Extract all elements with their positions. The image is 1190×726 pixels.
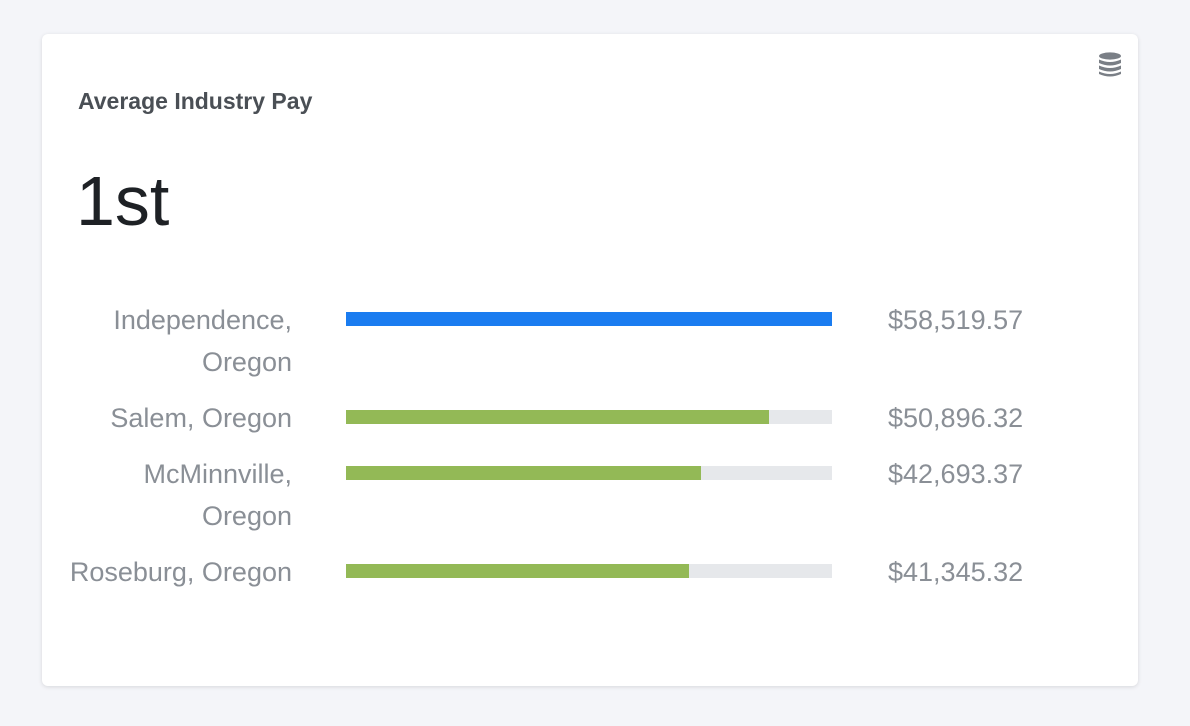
bar-track <box>346 410 832 424</box>
card-title: Average Industry Pay <box>78 88 313 114</box>
bar-value-label: $50,896.32 <box>888 403 1024 433</box>
database-icon[interactable] <box>1098 52 1122 78</box>
bar-track <box>346 312 832 326</box>
bar <box>346 312 832 326</box>
bar-value-label: $42,693.37 <box>888 459 1024 489</box>
bar <box>346 410 769 424</box>
bar-category-label: McMinnville, Oregon <box>143 459 292 531</box>
bar-category-label: Roseburg, Oregon <box>69 557 292 587</box>
bar-chart: Independence, Oregon $58,519.57 Salem, Ore… <box>42 34 1138 686</box>
bar-value-label: $41,345.32 <box>888 557 1024 587</box>
bar-track <box>346 564 832 578</box>
bar-value-label: $58,519.57 <box>888 305 1024 335</box>
bar-track <box>346 466 832 480</box>
database-icon-svg <box>1099 52 1121 77</box>
average-industry-pay-card: Average Industry Pay 1st Independence, O… <box>42 34 1138 686</box>
bar-category-label: Salem, Oregon <box>110 403 292 433</box>
bar-category-label: Independence, Oregon <box>113 305 292 377</box>
bar <box>346 466 701 480</box>
rank-value: 1st <box>76 162 170 240</box>
bar <box>346 564 690 578</box>
